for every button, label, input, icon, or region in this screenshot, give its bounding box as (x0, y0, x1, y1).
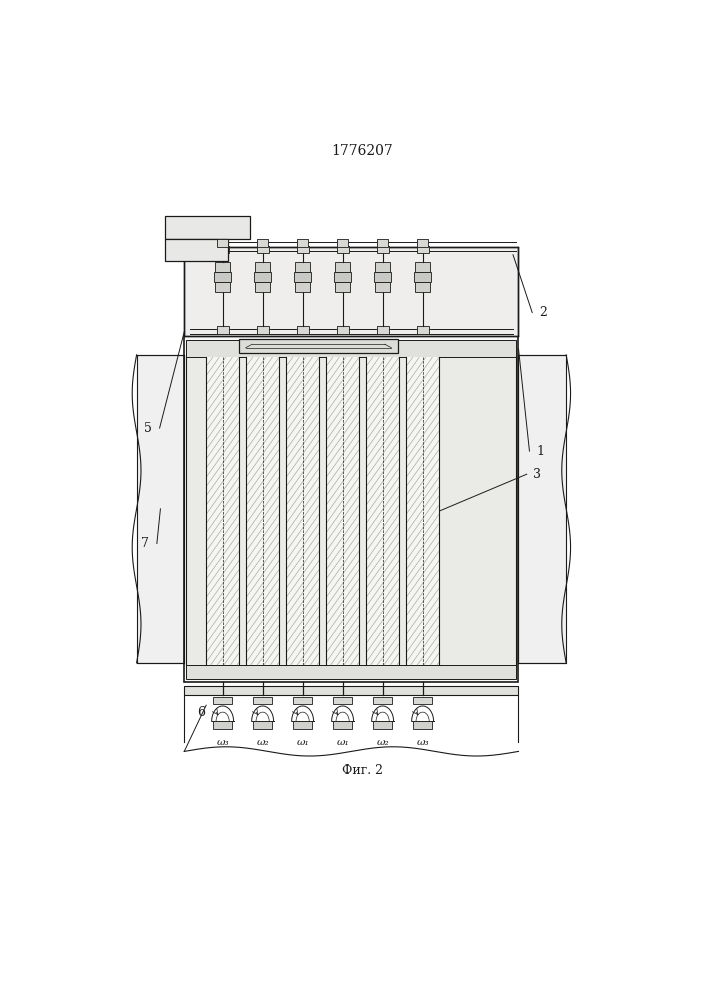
Bar (439, 357, 516, 665)
Bar (165, 216, 250, 239)
Bar (279, 357, 286, 665)
Bar (185, 247, 518, 336)
Text: 1776207: 1776207 (332, 144, 393, 158)
Bar (216, 282, 230, 292)
Bar (518, 355, 566, 663)
Bar (217, 239, 228, 247)
Bar (297, 246, 309, 253)
Bar (416, 262, 430, 272)
Bar (414, 272, 431, 282)
Text: 5: 5 (144, 422, 151, 434)
Bar (407, 357, 439, 665)
Bar (359, 357, 366, 665)
Bar (373, 697, 392, 704)
Bar (255, 272, 271, 282)
Bar (297, 326, 309, 334)
Bar (246, 357, 279, 665)
Bar (239, 339, 398, 353)
Bar (377, 246, 389, 253)
Bar (293, 721, 312, 729)
Bar (399, 357, 406, 665)
Bar (375, 272, 391, 282)
Bar (255, 282, 270, 292)
Bar (417, 239, 428, 247)
Bar (416, 246, 428, 253)
Bar (257, 326, 269, 334)
Bar (377, 326, 389, 334)
Bar (293, 697, 312, 704)
Bar (326, 357, 359, 665)
Bar (294, 272, 311, 282)
Text: 1: 1 (536, 445, 544, 458)
Bar (216, 262, 230, 272)
Text: 7: 7 (141, 537, 148, 550)
Bar (366, 357, 399, 665)
Bar (337, 326, 349, 334)
Bar (253, 697, 272, 704)
Text: ω₂: ω₂ (257, 738, 269, 747)
Bar (414, 721, 432, 729)
Bar (216, 246, 228, 253)
Text: ω₃: ω₃ (216, 738, 229, 747)
Bar (319, 357, 326, 665)
Text: ω₃: ω₃ (416, 738, 429, 747)
Text: ω₂: ω₂ (376, 738, 389, 747)
Bar (286, 357, 319, 665)
Bar (297, 239, 308, 247)
Bar (337, 246, 349, 253)
Bar (165, 239, 228, 261)
Bar (373, 721, 392, 729)
Bar (416, 326, 428, 334)
Bar (336, 262, 350, 272)
Bar (214, 697, 232, 704)
Text: ω₁: ω₁ (296, 738, 309, 747)
Bar (185, 336, 518, 682)
Bar (296, 282, 310, 292)
Text: ω₁: ω₁ (337, 738, 349, 747)
Bar (296, 262, 310, 272)
Bar (416, 282, 430, 292)
Bar (333, 721, 352, 729)
Bar (336, 282, 350, 292)
Text: 3: 3 (533, 468, 542, 481)
Text: 6: 6 (197, 706, 205, 719)
Bar (136, 355, 185, 663)
Bar (214, 721, 232, 729)
Bar (187, 357, 206, 665)
Bar (377, 239, 388, 247)
Bar (375, 262, 390, 272)
Bar (206, 357, 239, 665)
Bar (187, 340, 516, 357)
Bar (185, 686, 518, 695)
Text: 2: 2 (539, 306, 547, 319)
Bar (187, 665, 516, 679)
Bar (255, 262, 270, 272)
Bar (216, 326, 228, 334)
Bar (257, 246, 269, 253)
Bar (239, 357, 246, 665)
Bar (257, 239, 268, 247)
Bar (375, 282, 390, 292)
Bar (333, 697, 352, 704)
Text: Фиг. 2: Фиг. 2 (342, 764, 382, 777)
Bar (214, 272, 231, 282)
Bar (253, 721, 272, 729)
Bar (414, 697, 432, 704)
Bar (337, 239, 348, 247)
Bar (334, 272, 351, 282)
